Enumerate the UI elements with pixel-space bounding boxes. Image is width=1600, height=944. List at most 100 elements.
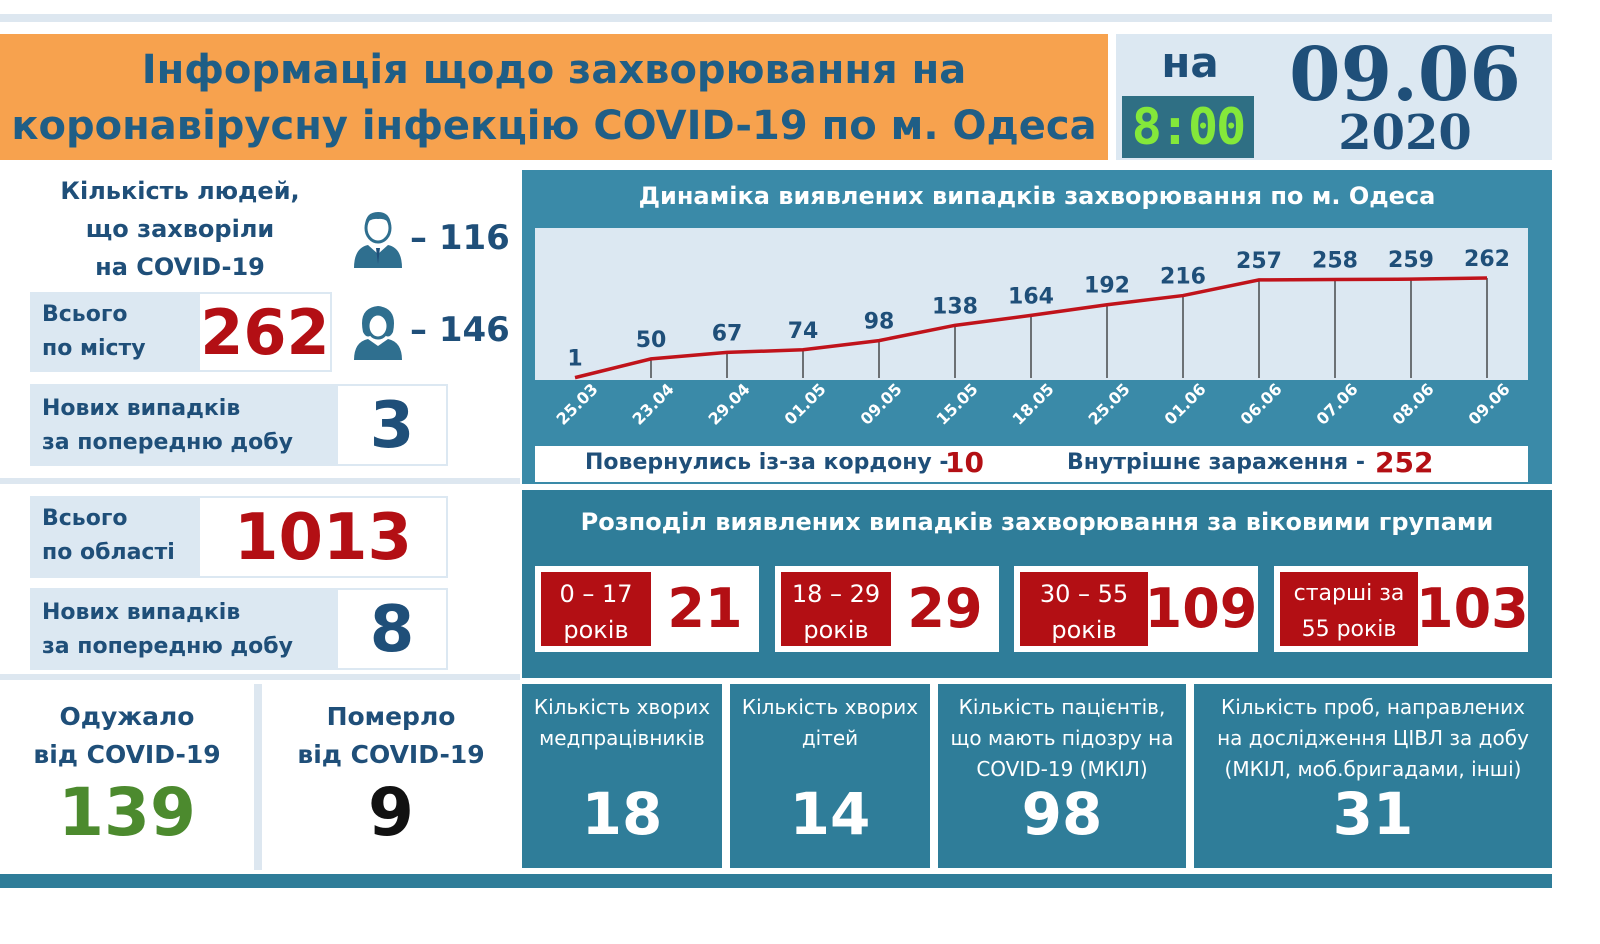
stat-children: Кількість хворих дітей 14 bbox=[730, 684, 930, 868]
stat-value: 98 bbox=[1021, 780, 1103, 848]
column-divider bbox=[254, 684, 262, 870]
died-label-line1: Померло bbox=[326, 702, 456, 731]
x-tick-label: 09.06 bbox=[1465, 380, 1514, 429]
x-tick-label: 06.06 bbox=[1237, 380, 1286, 429]
female-count: – 146 bbox=[410, 310, 510, 350]
stat-label-line2: дітей bbox=[801, 726, 859, 750]
city-new-label-line1: Нових випадків bbox=[42, 396, 241, 421]
stat-label-line1: Кількість хворих bbox=[533, 695, 711, 719]
time-display: 8:00 bbox=[1122, 96, 1254, 158]
data-label: 67 bbox=[712, 321, 743, 346]
city-total-label-box: Всього по місту bbox=[30, 292, 202, 372]
age-group-range: старші за bbox=[1293, 581, 1405, 606]
region-total-label-box: Всього по області bbox=[30, 496, 202, 578]
stat-label-line1: Кількість проб, направлених bbox=[1221, 695, 1525, 719]
data-label: 192 bbox=[1084, 274, 1130, 299]
page-title: Інформація щодо захворювання на коронаві… bbox=[0, 34, 1108, 160]
age-group-range: 0 – 17 bbox=[559, 580, 633, 608]
age-group-value: 103 bbox=[1416, 577, 1529, 640]
x-tick-label: 29.04 bbox=[705, 380, 754, 429]
male-person-icon bbox=[350, 208, 406, 270]
data-label: 50 bbox=[636, 328, 667, 353]
infection-source-bar: Повернулись із-за кордону - 10 Внутрішнє… bbox=[535, 446, 1528, 482]
returned-label: Повернулись із-за кордону - bbox=[585, 450, 949, 475]
stat-label-line1: Кількість хворих bbox=[741, 695, 919, 719]
x-tick-label: 01.06 bbox=[1161, 380, 1210, 429]
city-new-value: 3 bbox=[336, 384, 448, 466]
returned-value: 10 bbox=[945, 446, 984, 479]
stat-label-line2: медпрацівників bbox=[539, 726, 705, 750]
city-total-label-line1: Всього bbox=[42, 302, 128, 327]
people-count-title: Кількість людей, що захворіли на COVID-1… bbox=[30, 172, 330, 286]
city-total-label-line2: по місту bbox=[42, 336, 146, 361]
stat-label-line2: на дослідження ЦІВЛ за добу bbox=[1217, 726, 1529, 750]
age-group-value: 109 bbox=[1144, 577, 1258, 640]
age-group-unit: 55 років bbox=[1301, 617, 1397, 642]
stat-label-line3: (МКІЛ, моб.бригадами, інші) bbox=[1224, 757, 1522, 781]
age-group-range: 18 – 29 bbox=[791, 580, 881, 608]
date-day: 09.06 bbox=[1289, 32, 1521, 118]
died-value: 9 bbox=[368, 774, 414, 851]
date-prefix: на bbox=[1161, 38, 1219, 87]
age-group-value: 29 bbox=[907, 577, 983, 640]
region-total-value: 1013 bbox=[198, 496, 448, 578]
data-label: 1 bbox=[567, 347, 582, 372]
data-label: 216 bbox=[1160, 265, 1206, 290]
region-new-label-line2: за попередню добу bbox=[42, 634, 293, 659]
female-person-icon bbox=[350, 302, 406, 362]
x-tick-label: 18.05 bbox=[1009, 380, 1058, 429]
data-label: 262 bbox=[1464, 247, 1510, 272]
region-total-label-line1: Всього bbox=[42, 506, 128, 531]
chart-title: Динаміка виявлених випадків захворювання… bbox=[638, 182, 1436, 210]
data-label: 138 bbox=[932, 294, 978, 319]
stat-medical-workers: Кількість хворих медпрацівників 18 bbox=[522, 684, 722, 868]
x-tick-label: 15.05 bbox=[933, 380, 982, 429]
region-total-label-line2: по області bbox=[42, 540, 175, 565]
x-tick-label: 08.06 bbox=[1389, 380, 1438, 429]
age-group-tag: 0 – 17 років bbox=[541, 572, 651, 646]
age-group-unit: років bbox=[803, 616, 869, 644]
recovered-block: Одужало від COVID-19 139 bbox=[0, 684, 254, 870]
region-new-label-box: Нових випадків за попередню добу bbox=[30, 588, 338, 670]
data-label: 98 bbox=[864, 310, 895, 335]
recovered-value: 139 bbox=[58, 774, 196, 851]
stat-label-line2: що мають підозру на bbox=[950, 726, 1174, 750]
x-tick-label: 25.03 bbox=[553, 380, 602, 429]
age-group-card: старші за 55 років 103 bbox=[1274, 566, 1529, 652]
internal-value: 252 bbox=[1375, 446, 1434, 479]
region-new-label-line1: Нових випадків bbox=[42, 600, 241, 625]
date-year: 2020 bbox=[1338, 105, 1472, 161]
column-divider bbox=[1186, 684, 1194, 870]
age-group-card: 30 – 55 років 109 bbox=[1014, 566, 1258, 652]
stat-value: 14 bbox=[789, 780, 871, 848]
data-label: 257 bbox=[1236, 249, 1282, 274]
age-group-value: 21 bbox=[667, 577, 743, 640]
section-divider bbox=[0, 478, 520, 484]
stat-value: 18 bbox=[581, 780, 663, 848]
people-title-line2: що захворіли bbox=[85, 215, 275, 243]
age-group-unit: років bbox=[1051, 616, 1117, 644]
bottom-bar bbox=[0, 874, 1552, 888]
city-new-label-line2: за попередню добу bbox=[42, 430, 293, 455]
people-title-line1: Кількість людей, bbox=[60, 177, 300, 205]
section-divider bbox=[0, 674, 520, 680]
data-label: 164 bbox=[1008, 284, 1054, 309]
stat-suspected-patients: Кількість пацієнтів, що мають підозру на… bbox=[938, 684, 1186, 868]
x-tick-label: 23.04 bbox=[629, 380, 678, 429]
top-divider bbox=[0, 14, 1552, 22]
age-group-tag: 30 – 55 років bbox=[1020, 572, 1148, 646]
age-group-tag: 18 – 29 років bbox=[781, 572, 891, 646]
page-title-line1: Інформація щодо захворювання на bbox=[141, 47, 967, 93]
age-group-range: 30 – 55 bbox=[1039, 580, 1129, 608]
data-label: 258 bbox=[1312, 249, 1358, 274]
internal-label: Внутрішнє зараження - bbox=[1067, 450, 1365, 475]
people-title-line3: на COVID-19 bbox=[95, 253, 265, 281]
recovered-label-line1: Одужало bbox=[59, 702, 195, 731]
stat-value: 31 bbox=[1332, 780, 1414, 848]
age-title: Розподіл виявлених випадків захворювання… bbox=[580, 508, 1494, 536]
age-group-unit: років bbox=[563, 616, 629, 644]
x-tick-label: 25.05 bbox=[1085, 380, 1134, 429]
died-label-line2: від COVID-19 bbox=[297, 740, 485, 769]
city-new-label-box: Нових випадків за попередню добу bbox=[30, 384, 338, 466]
stat-label-line1: Кількість пацієнтів, bbox=[958, 695, 1166, 719]
